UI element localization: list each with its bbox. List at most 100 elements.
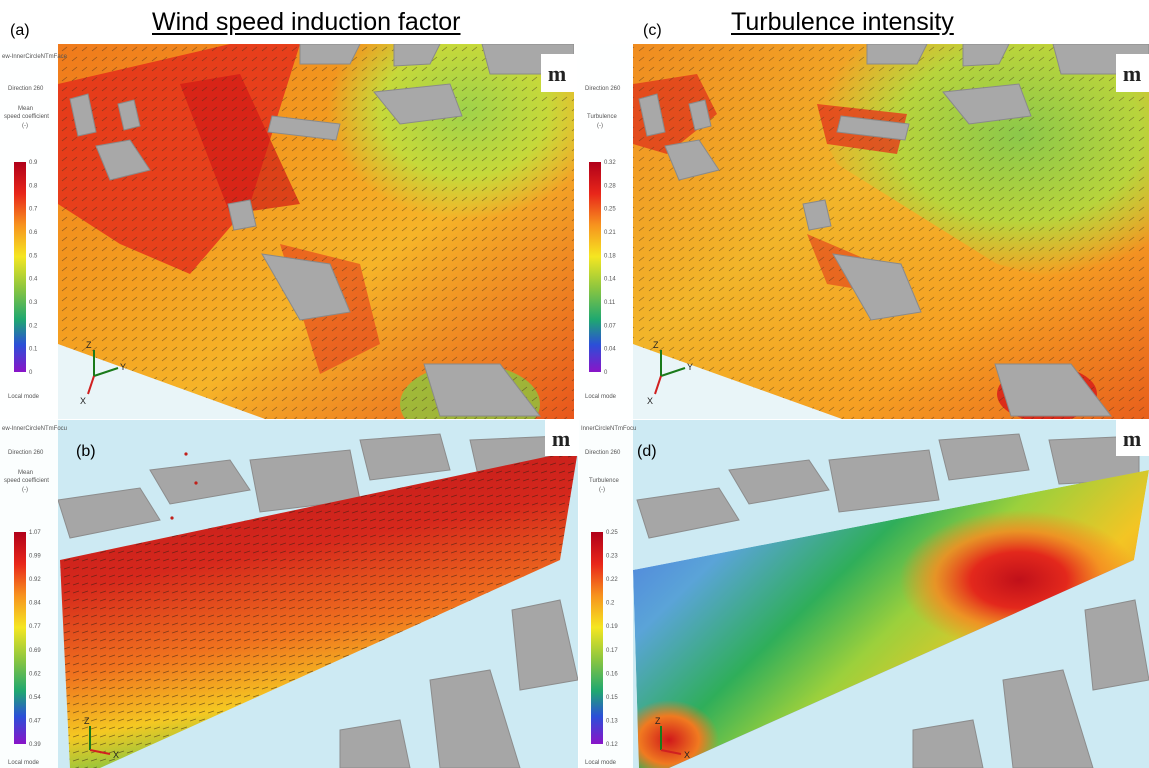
axis-triad-icon: Z X — [655, 716, 690, 760]
legend-tick-label: 0.17 — [606, 648, 618, 654]
legend-unit: (-) — [597, 123, 603, 129]
direction-label: Direction 260 — [8, 86, 44, 92]
legend-tick-label: 0 — [604, 370, 608, 376]
legend-tick-label: 0.25 — [606, 530, 618, 536]
legend-tick-label: 0.7 — [29, 207, 38, 213]
color-legend-bar — [14, 162, 26, 372]
direction-label: Direction 260 — [585, 450, 621, 456]
legend-tick-label: 0.23 — [606, 554, 618, 560]
legend-title: Mean — [18, 106, 33, 112]
logo-icon: m — [1116, 54, 1149, 92]
legend-tick-label: 0.18 — [604, 253, 616, 259]
legend-tick-label: 0.22 — [606, 577, 618, 583]
panel-b-view: m ew-InnerCircleNTmFocu (b) Direction 26… — [0, 420, 578, 768]
panel-d: m InnerCircleNTmFocu (d) Direction 260 T… — [579, 420, 1149, 768]
axis-triad-icon: Z Y X — [647, 340, 693, 406]
legend-tick-label: 0.99 — [29, 554, 41, 560]
legend-tick-label: 0.11 — [604, 300, 616, 306]
panel-d-view: m InnerCircleNTmFocu (d) Direction 260 T… — [579, 420, 1149, 768]
legend-tick-label: 0.92 — [29, 577, 41, 583]
legend-tick-label: 0.32 — [604, 160, 616, 166]
legend-tick-label: 0.07 — [604, 323, 616, 329]
svg-text:Z: Z — [653, 340, 659, 350]
color-legend-bar — [591, 532, 603, 744]
svg-text:Z: Z — [86, 340, 92, 350]
legend-tick-label: 0.4 — [29, 277, 38, 283]
svg-text:X: X — [647, 396, 653, 406]
legend-tick-label: 0.54 — [29, 695, 41, 701]
legend-title: Turbulence — [587, 114, 617, 120]
panel-label-b: (b) — [76, 443, 96, 460]
legend-tick-label: 0.6 — [29, 230, 38, 236]
axis-triad-icon: Z Y X — [80, 340, 126, 406]
svg-text:X: X — [684, 750, 690, 760]
window-title: ew-InnerCircleNTmFocu — [2, 426, 67, 432]
legend-tick-label: 0.1 — [29, 347, 38, 353]
legend-tick-label: 0.21 — [604, 230, 616, 236]
legend-tick-label: 0.47 — [29, 718, 41, 724]
legend-tick-label: 0.16 — [606, 671, 618, 677]
title-wind-speed: Wind speed induction factor — [152, 8, 461, 36]
logo-icon: m — [541, 54, 574, 92]
legend-tick-label: 0.62 — [29, 671, 41, 677]
legend-tick-label: 0.19 — [606, 624, 618, 630]
title-turbulence: Turbulence intensity — [731, 8, 954, 36]
mode-label: Local mode — [585, 760, 617, 766]
legend-tick-label: 0.13 — [606, 718, 618, 724]
legend-tick-label: 0.84 — [29, 601, 41, 607]
legend-tick-label: 0.15 — [606, 695, 618, 701]
direction-label: Direction 260 — [8, 450, 44, 456]
panel-label-d: (d) — [637, 443, 657, 460]
logo-icon: m — [545, 420, 578, 456]
panel-a-view: m ew-InnerCircleNTmFace Direction 260 Me… — [0, 44, 574, 419]
svg-text:X: X — [80, 396, 86, 406]
legend-tick-label: 0.2 — [606, 601, 615, 607]
svg-text:Z: Z — [655, 716, 661, 726]
panel-a: m ew-InnerCircleNTmFace Direction 260 Me… — [0, 44, 574, 419]
mode-label: Local mode — [585, 394, 617, 400]
window-title: ew-InnerCircleNTmFace — [2, 54, 68, 60]
figure-header: (a) Wind speed induction factor (c) Turb… — [0, 0, 1149, 44]
window-title: InnerCircleNTmFocu — [581, 426, 636, 432]
legend-title: Mean — [18, 470, 33, 476]
legend-tick-label: 0.39 — [29, 742, 41, 748]
legend-tick-label: 0 — [29, 370, 33, 376]
panel-c-view: m Direction 260 Turbulence (-) 0.32 0.28 0… — [577, 44, 1149, 419]
legend-tick-label: 0.14 — [604, 277, 616, 283]
legend-tick-label: 1.07 — [29, 530, 41, 536]
legend-tick-label: 0.69 — [29, 648, 41, 654]
svg-text:Z: Z — [84, 716, 90, 726]
svg-text:m: m — [1123, 426, 1141, 451]
panel-b: m ew-InnerCircleNTmFocu (b) Direction 26… — [0, 420, 578, 768]
legend-title: Turbulence — [589, 478, 619, 484]
direction-label: Direction 260 — [585, 86, 621, 92]
svg-text:m: m — [548, 61, 566, 86]
color-legend-bar — [14, 532, 26, 744]
legend-tick-label: 0.12 — [606, 742, 618, 748]
legend-tick-label: 0.8 — [29, 183, 38, 189]
legend-tick-label: 0.9 — [29, 160, 38, 166]
legend-unit: (-) — [22, 123, 28, 129]
svg-text:m: m — [552, 426, 570, 451]
legend-tick-label: 0.04 — [604, 347, 616, 353]
panel-label-c: (c) — [643, 22, 662, 39]
color-legend-bar — [589, 162, 601, 372]
legend-title-2: speed coefficient — [4, 114, 49, 120]
panel-c: m Direction 260 Turbulence (-) 0.32 0.28 0… — [577, 44, 1149, 419]
panel-label-a: (a) — [10, 22, 30, 39]
legend-tick-label: 0.3 — [29, 300, 38, 306]
axis-triad-icon: Z X — [84, 716, 119, 760]
legend-tick-label: 0.2 — [29, 323, 38, 329]
svg-text:Y: Y — [687, 362, 693, 372]
legend-title-2: speed coefficient — [4, 478, 49, 484]
legend-tick-label: 0.5 — [29, 253, 38, 259]
logo-icon: m — [1116, 420, 1149, 456]
legend-unit: (-) — [599, 487, 605, 493]
legend-tick-label: 0.77 — [29, 624, 41, 630]
legend-unit: (-) — [22, 487, 28, 493]
svg-text:X: X — [113, 750, 119, 760]
svg-text:Y: Y — [120, 362, 126, 372]
legend-tick-label: 0.28 — [604, 183, 616, 189]
legend-tick-label: 0.25 — [604, 207, 616, 213]
mode-label: Local mode — [8, 394, 40, 400]
